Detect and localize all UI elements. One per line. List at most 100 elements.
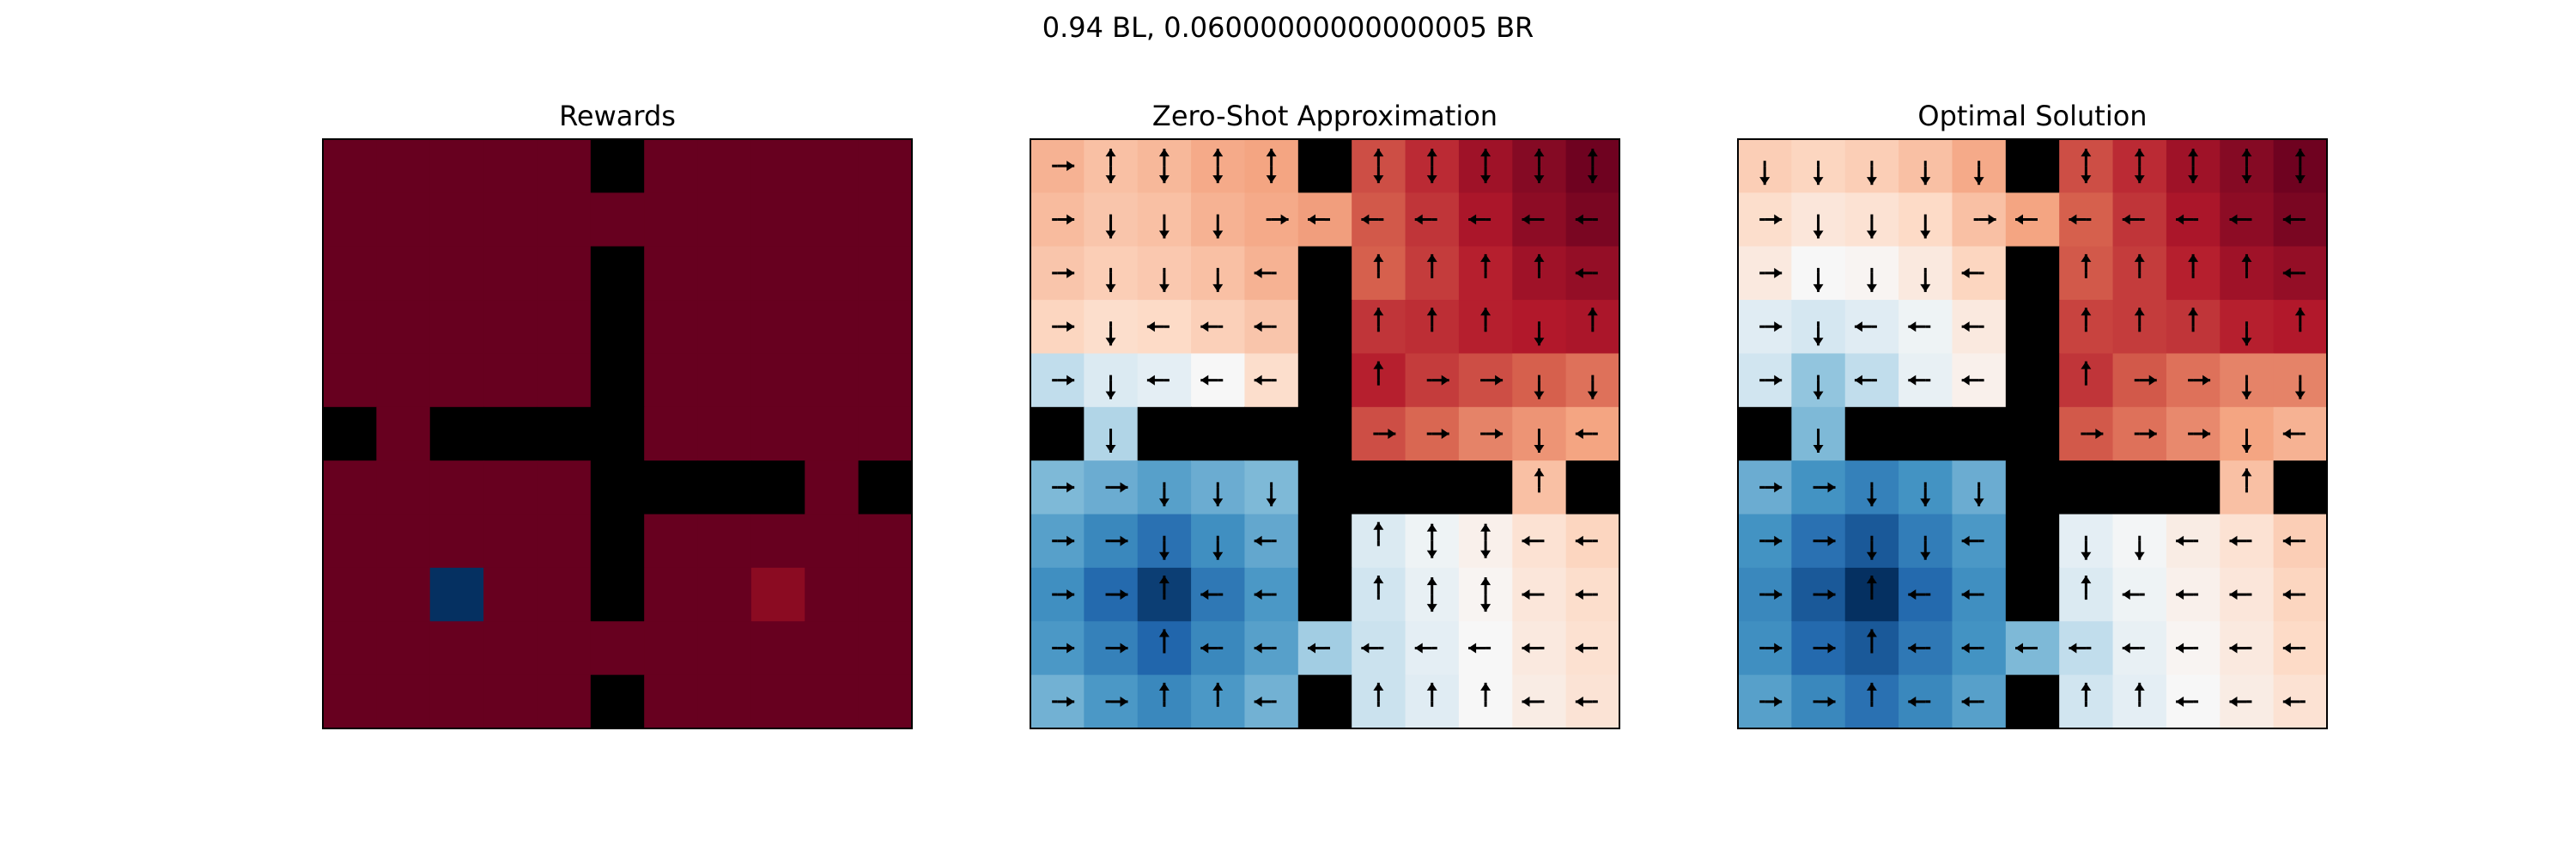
arrow-head — [1774, 267, 1783, 278]
arrow-head — [1254, 535, 1262, 546]
arrow-head — [2148, 375, 2157, 386]
arrow-head — [1774, 696, 1783, 707]
wall-cell — [1297, 460, 1352, 515]
optimal-panel: Optimal Solution — [1737, 100, 2328, 729]
reward-cell — [858, 139, 913, 193]
reward-cell — [805, 192, 860, 247]
reward-cell — [644, 674, 699, 729]
arrow-head — [2241, 445, 2252, 453]
reward-cell — [697, 353, 752, 408]
arrow-head — [2015, 643, 2023, 654]
arrow-head — [1414, 643, 1423, 654]
arrow-head — [1908, 321, 1917, 332]
arrow-head — [1908, 589, 1917, 600]
arrow-head — [2241, 468, 2252, 477]
arrow-head — [1813, 338, 1824, 346]
reward-cell — [483, 300, 538, 355]
arrow-head — [1266, 498, 1277, 507]
reward-cell — [805, 621, 860, 676]
optimal-title: Optimal Solution — [1917, 100, 2147, 132]
arrow-head — [1468, 214, 1477, 225]
reward-cell — [429, 514, 484, 569]
rewards-panel: Rewards — [322, 100, 913, 729]
reward-cell — [483, 674, 538, 729]
arrow-head — [1522, 214, 1530, 225]
wall-cell — [2166, 460, 2221, 515]
reward-cell — [697, 300, 752, 355]
arrow-head — [1973, 498, 1984, 507]
arrow-head — [1827, 482, 1836, 493]
arrow-head — [1200, 375, 1209, 386]
arrow-head — [1158, 682, 1170, 691]
reward-cell — [750, 192, 805, 247]
optimal-frame — [1737, 138, 2328, 729]
wall-cell — [483, 406, 538, 461]
arrow-head — [2134, 551, 2145, 560]
zero-shot-panel: Zero-Shot Approximation — [1030, 100, 1620, 729]
wall-cell — [1297, 406, 1352, 461]
arrow-head — [2081, 576, 2092, 584]
arrow-head — [2188, 253, 2199, 262]
wall-cell — [1458, 460, 1513, 515]
arrow-head — [1120, 643, 1128, 654]
arrow-head — [2294, 175, 2306, 184]
reward-cell-br — [750, 567, 805, 622]
arrow-head — [1534, 253, 1545, 262]
arrow-head — [2122, 643, 2130, 654]
arrow-head — [1254, 643, 1262, 654]
reward-cell — [483, 514, 538, 569]
arrow-head — [1575, 429, 1583, 439]
arrow-head — [1120, 589, 1128, 600]
reward-cell — [644, 406, 699, 461]
wall-cell — [2005, 460, 2060, 515]
reward-cell — [590, 621, 645, 676]
arrow-head — [1575, 267, 1583, 278]
reward-cell — [644, 567, 699, 622]
reward-cell-bl — [429, 567, 484, 622]
arrow-head — [1774, 535, 1783, 546]
arrow-head — [1480, 175, 1492, 184]
arrow-head — [1866, 629, 1877, 637]
wall-cell — [1297, 514, 1352, 569]
reward-cell — [537, 139, 592, 193]
arrow-head — [1920, 230, 1931, 239]
wall-cell — [2005, 300, 2060, 355]
reward-cell — [858, 514, 913, 569]
reward-cell — [537, 567, 592, 622]
zero-shot-frame — [1030, 138, 1620, 729]
arrow-head — [1774, 482, 1783, 493]
wall-cell — [590, 139, 645, 193]
arrow-head — [1146, 321, 1155, 332]
reward-cell — [750, 139, 805, 193]
arrow-head — [1813, 177, 1824, 186]
arrow-head — [2015, 214, 2023, 225]
arrow-head — [2188, 308, 2199, 316]
arrow-head — [1961, 535, 1970, 546]
arrow-head — [2176, 696, 2184, 707]
arrow-head — [1866, 283, 1877, 292]
arrow-head — [1426, 175, 1437, 184]
arrow-head — [1587, 391, 1598, 399]
arrow-head — [1414, 214, 1423, 225]
wall-cell — [1352, 460, 1406, 515]
arrow-head — [1534, 149, 1545, 157]
arrow-head — [1105, 391, 1116, 399]
arrow-head — [2294, 391, 2306, 399]
arrow-head — [1920, 551, 1931, 560]
reward-cell — [537, 300, 592, 355]
arrow-head — [2294, 308, 2306, 316]
arrow-head — [1158, 175, 1170, 184]
arrow-head — [2241, 391, 2252, 399]
arrow-head — [2241, 338, 2252, 346]
wall-cell — [590, 460, 645, 515]
arrow-head — [1373, 149, 1384, 157]
arrow-head — [1266, 149, 1277, 157]
arrow-head — [2176, 214, 2184, 225]
arrow-head — [1254, 321, 1262, 332]
arrow-head — [1522, 696, 1530, 707]
arrow-head — [2282, 214, 2291, 225]
arrow-head — [1813, 445, 1824, 453]
arrow-head — [1908, 643, 1917, 654]
arrow-head — [1373, 361, 1384, 369]
wall-cell — [2005, 246, 2060, 301]
